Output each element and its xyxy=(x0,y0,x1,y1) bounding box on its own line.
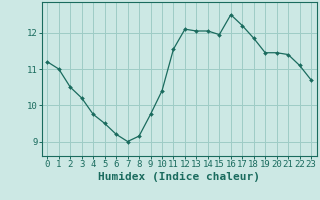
X-axis label: Humidex (Indice chaleur): Humidex (Indice chaleur) xyxy=(98,172,260,182)
